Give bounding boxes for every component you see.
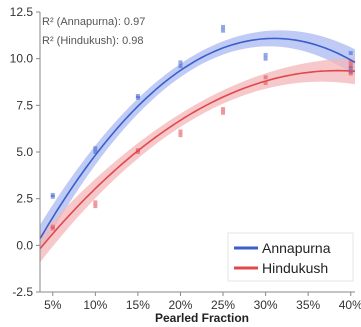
data-point-annapurna (263, 52, 268, 57)
band-annapurna (40, 30, 355, 253)
x-tick-label: 40% (339, 298, 361, 312)
data-point-annapurna (93, 150, 98, 154)
data-point-annapurna (178, 60, 183, 65)
fit-line-hindukush (39, 69, 356, 250)
data-point-annapurna (135, 94, 140, 98)
r2-annotation-hindukush: R² (Hindukush): 0.98 (42, 35, 144, 47)
band-hindukush (40, 58, 355, 263)
x-tick-label: 30% (254, 298, 278, 312)
x-tick-label: 35% (296, 298, 320, 312)
data-point-hindukush (50, 224, 55, 229)
data-point-hindukush (93, 200, 98, 205)
y-tick-label: 7.5 (16, 98, 33, 112)
data-point-hindukush (348, 71, 353, 76)
data-point-annapurna (93, 146, 98, 151)
legend-box (227, 232, 354, 282)
x-axis-label: Pearled Fraction (155, 311, 249, 325)
axes: -2.5 0.0 2.5 5.0 7.5 10.0 12.5 5% 10% 15% 20% 25% 30… (10, 5, 361, 312)
data-point-hindukush (348, 64, 353, 69)
confidence-bands (40, 30, 355, 263)
x-tick-label: 25% (211, 298, 235, 312)
data-point-annapurna (221, 28, 226, 33)
r2-annotation-annapurna: R² (Annapurna): 0.97 (42, 16, 145, 28)
x-tick-label: 5% (44, 298, 62, 312)
legend: Annapurna Hindukush (227, 232, 354, 282)
data-point-annapurna (263, 56, 268, 61)
data-point-annapurna (348, 51, 353, 56)
legend-label-annapurna: Annapurna (262, 240, 331, 256)
x-tick-label: 20% (168, 298, 192, 312)
y-tick-label: -2.5 (12, 285, 33, 299)
data-point-annapurna (221, 24, 226, 29)
fit-line-annapurna (39, 37, 356, 240)
data-point-hindukush (221, 107, 226, 112)
data-point-hindukush (263, 75, 268, 80)
data-point-hindukush (348, 60, 353, 65)
x-tick-label: 15% (126, 298, 150, 312)
data-point-hindukush (178, 129, 183, 134)
y-tick-label: 2.5 (16, 192, 33, 206)
data-point-hindukush (178, 133, 183, 138)
data-point-hindukush (263, 80, 268, 85)
x-tick-label: 10% (83, 298, 107, 312)
legend-label-hindukush: Hindukush (262, 260, 328, 276)
data-point-hindukush (221, 110, 226, 115)
y-tick-label: 5.0 (16, 145, 33, 159)
y-tick-label: 0.0 (16, 238, 33, 252)
data-point-annapurna (50, 192, 55, 197)
data-point-annapurna (178, 64, 183, 69)
y-tick-label: 12.5 (10, 5, 34, 19)
y-tick-label: 10.0 (10, 52, 34, 66)
fit-lines (39, 37, 356, 250)
data-point-hindukush (93, 204, 98, 209)
